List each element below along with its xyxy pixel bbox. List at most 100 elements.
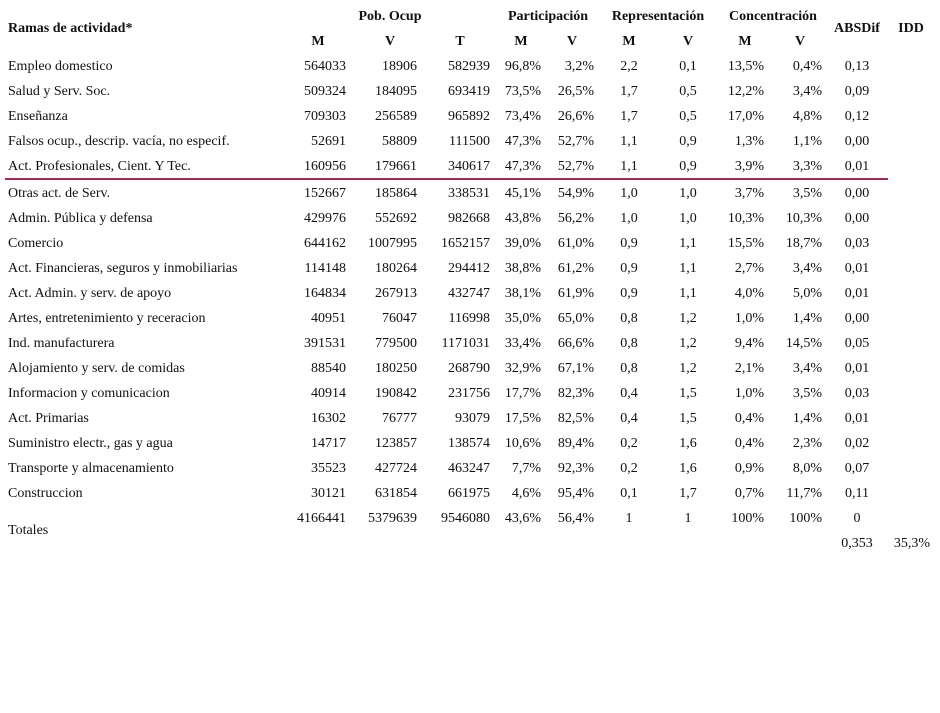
cell: 1,2 xyxy=(679,361,697,376)
row-label: Act. Profesionales, Cient. Y Tec. xyxy=(8,159,191,174)
cell: 0,7% xyxy=(734,486,764,501)
cell: 58809 xyxy=(382,134,417,149)
cell: 18906 xyxy=(382,59,417,74)
cell: 427724 xyxy=(375,461,417,476)
cell: 0,353 xyxy=(841,536,873,551)
cell: 0,4 xyxy=(620,411,638,426)
cell: 294412 xyxy=(448,261,490,276)
cell: 40951 xyxy=(311,311,346,326)
cell: 45,1% xyxy=(504,186,541,201)
cell: 2,2 xyxy=(620,59,638,74)
cell: 76777 xyxy=(382,411,417,426)
cell: 184095 xyxy=(375,84,417,99)
cell: 1007995 xyxy=(368,236,417,251)
cell: 14,5% xyxy=(785,336,822,351)
cell: 1,3% xyxy=(734,134,764,149)
group-header: Pob. Ocup xyxy=(358,9,422,24)
cell: 15,5% xyxy=(727,236,764,251)
cell: 4166441 xyxy=(297,511,346,526)
cell: 76047 xyxy=(382,311,417,326)
cell: 39,0% xyxy=(504,236,541,251)
sub-header: M xyxy=(738,34,752,49)
cell: 644162 xyxy=(304,236,346,251)
cell: 38,8% xyxy=(504,261,541,276)
cell: 93079 xyxy=(455,411,490,426)
cell: 54,9% xyxy=(557,186,594,201)
cell: 1,1 xyxy=(679,261,697,276)
cell: 52691 xyxy=(311,134,346,149)
cell: 100% xyxy=(731,511,764,526)
row-label: Falsos ocup., descrip. vacía, no especif… xyxy=(8,134,230,149)
row-label: Enseñanza xyxy=(8,109,68,124)
cell: 256589 xyxy=(375,109,417,124)
cell: 1,0 xyxy=(620,186,638,201)
cell: 2,7% xyxy=(734,261,764,276)
row-label: Comercio xyxy=(8,236,64,251)
cell: 564033 xyxy=(304,59,346,74)
cell: 61,0% xyxy=(557,236,594,251)
cell: 1,6 xyxy=(679,461,697,476)
cell: 35,0% xyxy=(504,311,541,326)
cell: 0 xyxy=(853,511,861,526)
cell: 95,4% xyxy=(557,486,594,501)
cell: 429976 xyxy=(304,211,346,226)
cell: 0,4% xyxy=(734,436,764,451)
cell: 47,3% xyxy=(504,134,541,149)
cell: 61,2% xyxy=(557,261,594,276)
cell: 661975 xyxy=(448,486,490,501)
cell: 73,5% xyxy=(504,84,541,99)
cell: 0,1 xyxy=(620,486,638,501)
cell: 463247 xyxy=(448,461,490,476)
row-label: Transporte y almacenamiento xyxy=(8,461,174,476)
cell: 5,0% xyxy=(792,286,822,301)
cell: 631854 xyxy=(375,486,417,501)
row-label: Ind. manufacturera xyxy=(8,336,115,351)
cell: 0,01 xyxy=(844,261,870,276)
cell: 0,8 xyxy=(620,336,638,351)
cell: 9546080 xyxy=(441,511,490,526)
cell: 268790 xyxy=(448,361,490,376)
cell: 56,4% xyxy=(557,511,594,526)
cell: 0,4% xyxy=(792,59,822,74)
cell: 0,9 xyxy=(620,261,638,276)
cell: 0,07 xyxy=(844,461,870,476)
cell: 116998 xyxy=(448,311,490,326)
cell: 16302 xyxy=(311,411,346,426)
cell: 1171031 xyxy=(441,336,490,351)
cell: 3,5% xyxy=(792,186,822,201)
cell: 52,7% xyxy=(557,159,594,174)
cell: 3,2% xyxy=(564,59,594,74)
cell: 1,2 xyxy=(679,336,697,351)
sub-header: V xyxy=(682,34,694,49)
cell: 0,00 xyxy=(844,186,870,201)
row-label: Empleo domestico xyxy=(8,59,113,74)
cell: 30121 xyxy=(311,486,346,501)
cell: 1,0% xyxy=(734,311,764,326)
cell: 0,9% xyxy=(734,461,764,476)
cell: 0,03 xyxy=(844,236,870,251)
cell: 0,2 xyxy=(620,436,638,451)
cell: 0,00 xyxy=(844,211,870,226)
cell: 0,02 xyxy=(844,436,870,451)
cell: 3,9% xyxy=(734,159,764,174)
cell: 114148 xyxy=(304,261,346,276)
cell: 0,9 xyxy=(620,286,638,301)
cell: 3,3% xyxy=(792,159,822,174)
cell: 185864 xyxy=(375,186,417,201)
cell: 152667 xyxy=(304,186,346,201)
cell: 0,01 xyxy=(844,361,870,376)
sub-header: V xyxy=(566,34,578,49)
cell: 1,1 xyxy=(679,286,697,301)
cell: 65,0% xyxy=(557,311,594,326)
cell: 0,9 xyxy=(679,134,697,149)
separator-line xyxy=(5,178,888,180)
sub-header: M xyxy=(311,34,325,49)
cell: 1,6 xyxy=(679,436,697,451)
cell: 0,5 xyxy=(679,109,697,124)
cell: 1,5 xyxy=(679,411,697,426)
cell: 1,2 xyxy=(679,311,697,326)
cell: 231756 xyxy=(448,386,490,401)
cell: 73,4% xyxy=(504,109,541,124)
cell: 0,00 xyxy=(844,134,870,149)
